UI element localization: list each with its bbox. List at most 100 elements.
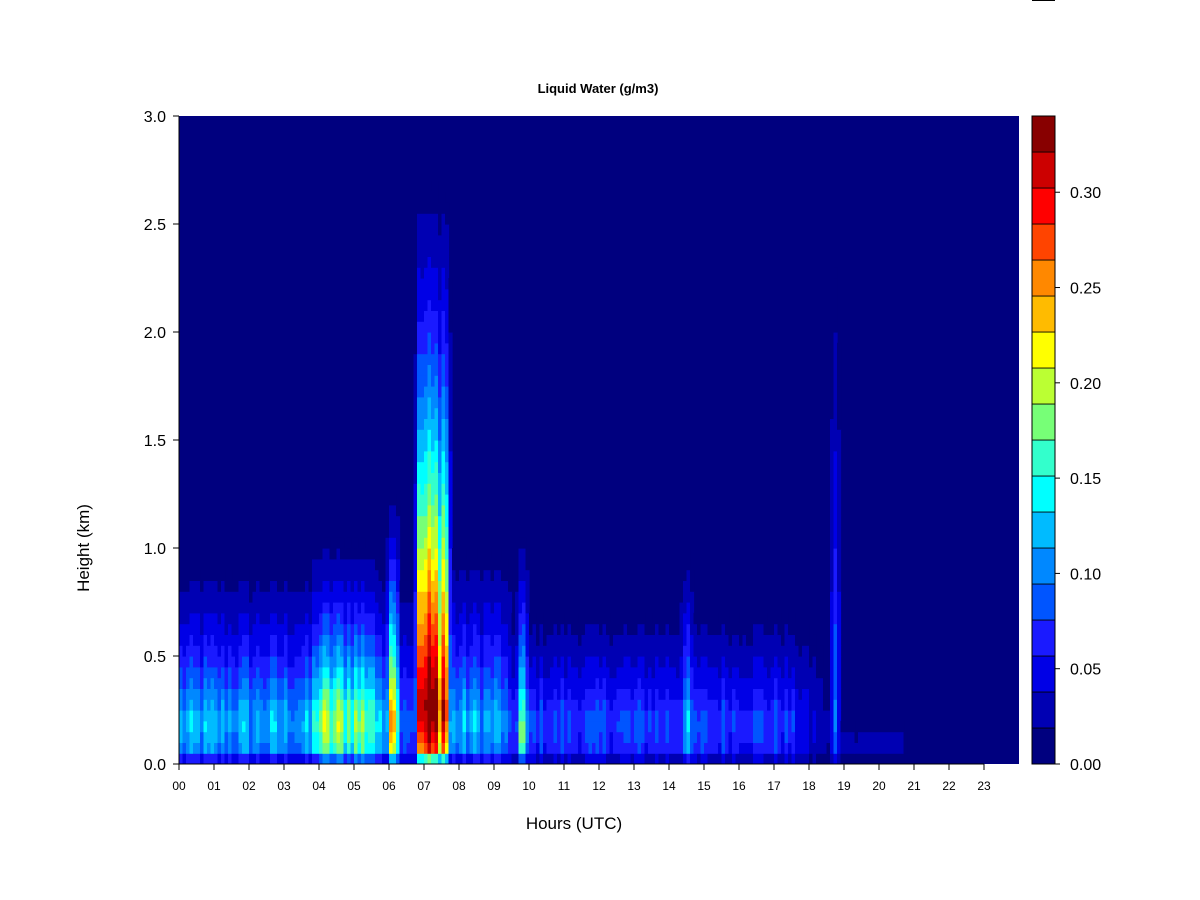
heatmap-cell (553, 731, 558, 743)
heatmap-cell (392, 656, 397, 668)
heatmap-cell (413, 450, 418, 463)
heatmap-cell (623, 720, 628, 733)
heatmap-cell (427, 515, 432, 527)
heatmap-cell (392, 666, 397, 679)
heatmap-cell (571, 753, 576, 764)
heatmap-cell (350, 742, 355, 754)
heatmap-cell (536, 753, 541, 764)
heatmap-cell (830, 472, 835, 484)
heatmap-cell (406, 580, 411, 592)
heatmap-cell (375, 699, 380, 711)
heatmap-cell (728, 688, 733, 700)
heatmap-cell (662, 688, 667, 700)
heatmap-cell (515, 720, 520, 733)
heatmap-cell (441, 202, 446, 214)
heatmap-cell (462, 753, 467, 764)
heatmap-cell (189, 634, 194, 646)
x-tick-label: 02 (242, 779, 256, 793)
heatmap-cell (522, 645, 527, 657)
heatmap-cell (837, 537, 842, 549)
heatmap-cell (735, 612, 740, 625)
heatmap-cell (830, 656, 835, 668)
heatmap-cell (410, 720, 415, 733)
heatmap-cell (448, 299, 453, 311)
heatmap-cell (263, 569, 268, 581)
heatmap-cell (434, 731, 439, 743)
heatmap-cell (301, 656, 306, 668)
heatmap-cell (746, 688, 751, 700)
heatmap-cell (441, 666, 446, 679)
heatmap-cell (739, 645, 744, 657)
heatmap-cell (627, 720, 632, 733)
heatmap-cell (431, 753, 436, 764)
heatmap-cell (455, 688, 460, 700)
heatmap-cell (280, 699, 285, 711)
heatmap-cell (193, 569, 198, 581)
heatmap-cell (364, 666, 369, 679)
heatmap-cell (732, 677, 737, 689)
heatmap-cell (179, 688, 184, 700)
heatmap-cell (438, 234, 443, 247)
heatmap-cell (298, 710, 303, 722)
heatmap-cell (812, 634, 817, 646)
heatmap-cell (364, 580, 369, 592)
heatmap-cell (441, 461, 446, 473)
heatmap-cell (809, 720, 814, 733)
heatmap-cell (413, 386, 418, 398)
heatmap-cell (462, 742, 467, 754)
heatmap-cell (473, 688, 478, 700)
heatmap-cell (396, 656, 401, 668)
heatmap-cell (438, 645, 443, 657)
heatmap-cell (581, 710, 586, 722)
heatmap-cell (452, 688, 457, 700)
heatmap-cell (382, 720, 387, 733)
heatmap-cell (602, 656, 607, 668)
heatmap-cell (252, 634, 257, 646)
heatmap-cell (354, 720, 359, 733)
heatmap-cell (655, 720, 660, 733)
heatmap-cell (641, 710, 646, 722)
heatmap-cell (301, 602, 306, 614)
heatmap-cell (438, 440, 443, 452)
heatmap-cell (228, 699, 233, 711)
heatmap-cell (494, 558, 499, 571)
colorbar-swatch (1031, 259, 1056, 297)
heatmap-cell (627, 634, 632, 646)
heatmap-cell (294, 731, 299, 743)
heatmap-cell (375, 688, 380, 700)
heatmap-cell (714, 688, 719, 700)
heatmap-cell (469, 710, 474, 722)
heatmap-cell (322, 677, 327, 689)
heatmap-cell (445, 364, 450, 376)
heatmap-cell (322, 623, 327, 635)
heatmap-cell (354, 656, 359, 668)
heatmap-cell (242, 569, 247, 581)
heatmap-cell (469, 699, 474, 711)
heatmap-cell (305, 677, 310, 689)
heatmap-cell (301, 666, 306, 679)
heatmap-cell (214, 731, 219, 743)
heatmap-cell (263, 645, 268, 657)
heatmap-cell (651, 666, 656, 679)
heatmap-cell (749, 634, 754, 646)
heatmap-cell (522, 742, 527, 754)
heatmap-cell (588, 699, 593, 711)
heatmap-cell (403, 731, 408, 743)
heatmap-cell (637, 710, 642, 722)
heatmap-cell (179, 580, 184, 592)
heatmap-cell (774, 666, 779, 679)
heatmap-cell (403, 656, 408, 668)
heatmap-cell (431, 612, 436, 625)
heatmap-cell (357, 580, 362, 592)
heatmap-cell (291, 688, 296, 700)
heatmap-cell (382, 742, 387, 754)
heatmap-cell (718, 623, 723, 635)
colorbar-tick-label: 0.25 (1070, 281, 1101, 298)
heatmap-cell (588, 720, 593, 733)
heatmap-cell (466, 602, 471, 614)
heatmap-cell (700, 688, 705, 700)
heatmap-cell (340, 731, 345, 743)
heatmap-cell (473, 634, 478, 646)
heatmap-cell (382, 699, 387, 711)
heatmap-cell (473, 591, 478, 603)
